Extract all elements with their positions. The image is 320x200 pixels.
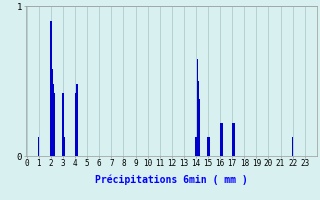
Bar <box>221 123 222 156</box>
Bar <box>38 137 39 156</box>
X-axis label: Précipitations 6min ( mm ): Précipitations 6min ( mm ) <box>95 174 248 185</box>
Bar <box>292 137 293 156</box>
Bar <box>62 93 64 156</box>
Bar <box>76 84 77 156</box>
Bar <box>198 81 199 156</box>
Bar <box>54 93 55 156</box>
Bar <box>233 123 234 156</box>
Bar <box>64 137 65 156</box>
Bar <box>209 137 210 156</box>
Bar <box>196 58 198 156</box>
Bar <box>50 21 52 156</box>
Bar <box>75 93 76 156</box>
Bar <box>207 137 209 156</box>
Bar <box>232 123 233 156</box>
Bar <box>234 123 235 156</box>
Bar <box>53 84 54 156</box>
Bar <box>220 123 221 156</box>
Bar <box>77 84 78 156</box>
Bar <box>222 123 223 156</box>
Bar <box>52 69 53 156</box>
Bar <box>199 99 200 156</box>
